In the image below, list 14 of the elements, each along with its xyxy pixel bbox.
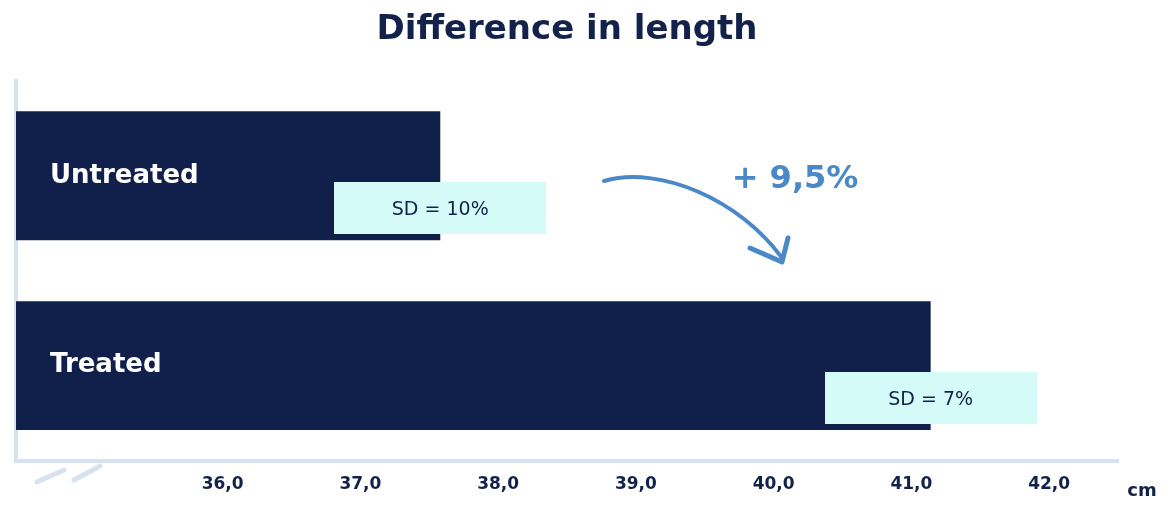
x-tick-label: 39,0 bbox=[614, 473, 658, 494]
label-box: SD = 7% bbox=[824, 371, 1037, 424]
x-tick-label: 36,0 bbox=[201, 473, 244, 494]
x-tick-label: 37,0 bbox=[339, 473, 382, 494]
annotation: + 9,5% bbox=[731, 158, 859, 197]
y-tick-label: Untreated bbox=[50, 158, 199, 189]
x-tick-label: 38,0 bbox=[477, 473, 520, 494]
label-box: SD = 10% bbox=[334, 181, 547, 234]
y-tick-label: Treated bbox=[50, 348, 162, 379]
x-axis-title: cm bbox=[1127, 478, 1157, 500]
chart-title: Difference in length bbox=[376, 7, 758, 48]
x-tick-label: 41,0 bbox=[890, 473, 933, 494]
x-tick-label: 42,0 bbox=[1028, 473, 1071, 494]
x-tick-label: 40,0 bbox=[752, 473, 795, 494]
